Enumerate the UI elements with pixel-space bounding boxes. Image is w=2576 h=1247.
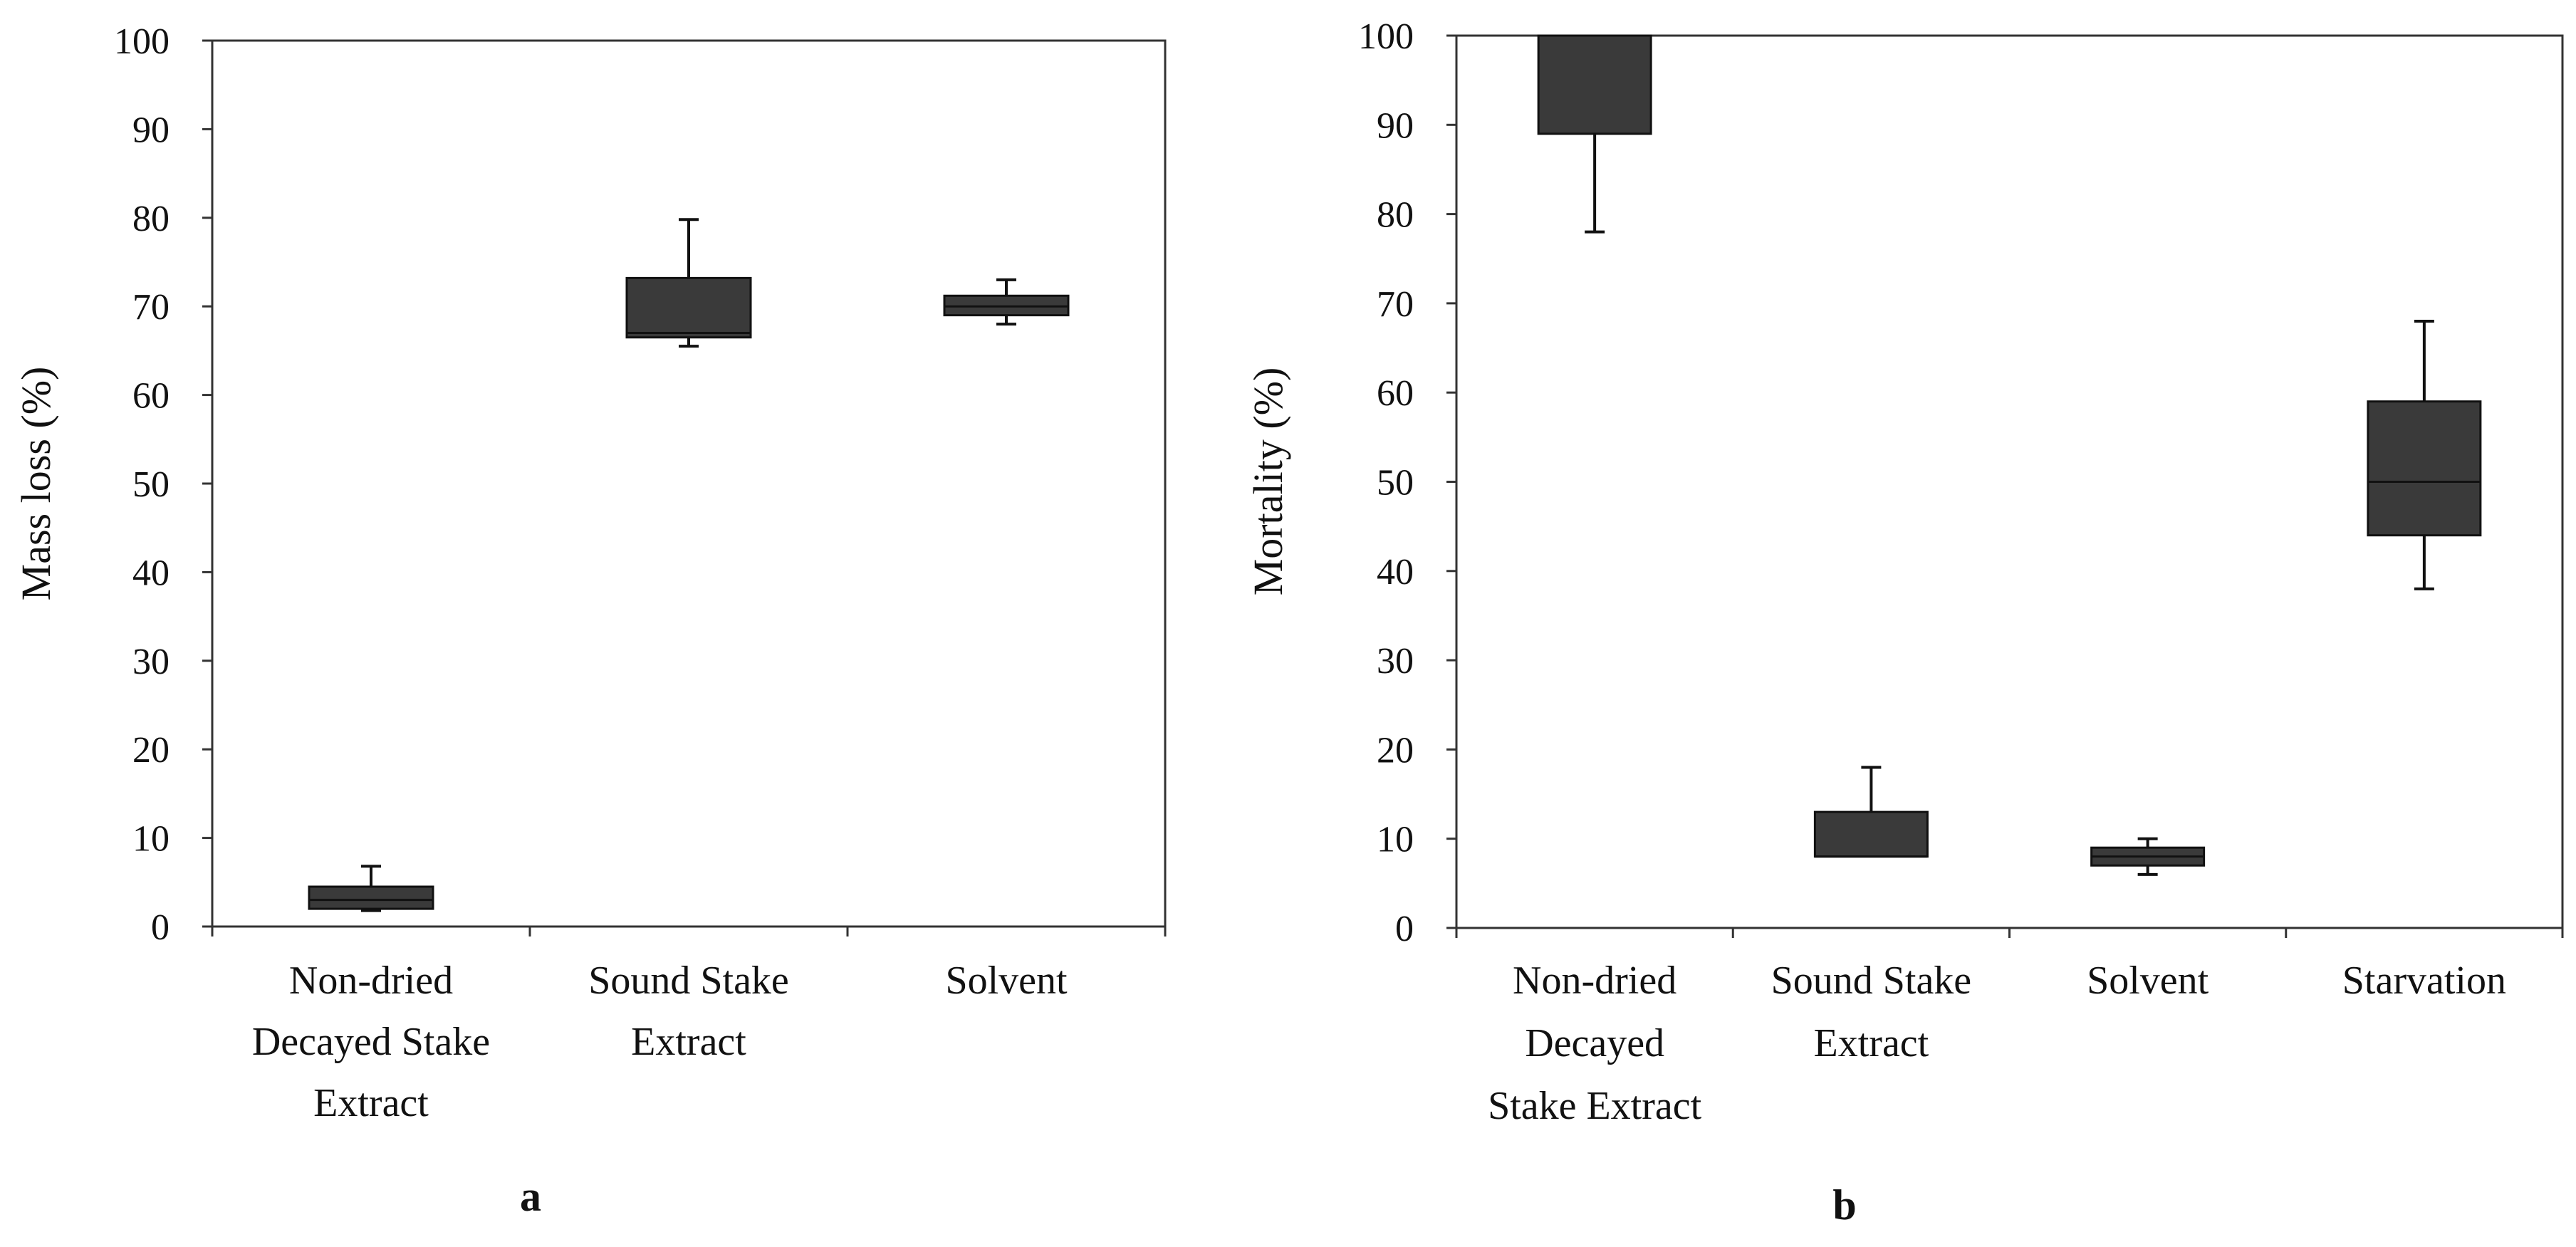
y-tick-label: 20 [132, 730, 170, 771]
y-tick-label: 90 [1377, 105, 1414, 146]
box-1 [1537, 34, 1652, 234]
y-tick-label: 60 [132, 376, 170, 417]
y-tick-label: 70 [1377, 284, 1414, 325]
chart-panel-a: 0 10 20 30 40 50 60 70 80 90 100 Non-dried Decayed … [13, 21, 1167, 1220]
y-tick-label: 40 [132, 553, 170, 593]
y-tick-label: 70 [132, 287, 170, 328]
x-category-label: Decayed [1525, 1021, 1664, 1065]
x-category-label: Extract [1814, 1021, 1929, 1065]
y-tick-label: 100 [114, 21, 170, 62]
panel-label-a: a [520, 1173, 541, 1220]
y-axis-a: 0 10 20 30 40 50 60 70 80 90 100 [114, 21, 212, 948]
y-tick-label: 60 [1377, 373, 1414, 414]
x-category-label: Stake Extract [1488, 1084, 1702, 1128]
plot-frame-a [211, 39, 1167, 928]
x-category-label: Non-dried [1513, 959, 1677, 1003]
box-1 [308, 865, 434, 912]
chart-panel-b: 0 10 20 30 40 50 60 70 80 90 100 Non-dried Decayed S… [1245, 16, 2564, 1228]
x-category-label: Extract [631, 1020, 746, 1064]
boxes-b [1537, 34, 2482, 876]
box-3 [943, 278, 1070, 326]
y-tick-label: 0 [151, 907, 170, 948]
y-axis-b: 0 10 20 30 40 50 60 70 80 90 100 [1358, 16, 1456, 949]
x-category-label: Sound Stake [588, 959, 789, 1003]
x-category-label: Solvent [945, 959, 1068, 1003]
y-tick-label: 30 [132, 642, 170, 682]
x-axis-a: Non-dried Decayed Stake Extract Sound Stake… [211, 927, 1167, 1125]
y-tick-label: 10 [132, 819, 170, 860]
x-category-label: Decayed Stake [252, 1020, 490, 1064]
y-tick-label: 100 [1358, 16, 1414, 57]
box-2 [1813, 766, 1929, 858]
y-tick-label: 90 [132, 110, 170, 150]
x-axis-b: Non-dried Decayed Stake Extract Sound Stake… [1455, 928, 2564, 1128]
box-body [625, 276, 752, 339]
y-tick-label: 80 [132, 199, 170, 239]
box-body [1537, 34, 1652, 135]
y-axis-label-b: Mortality (%) [1245, 367, 1291, 596]
y-tick-label: 40 [1377, 552, 1414, 593]
x-category-label: Solvent [2087, 959, 2209, 1003]
panel-label-b: b [1832, 1181, 1856, 1228]
y-tick-label: 20 [1377, 730, 1414, 771]
y-tick-label: 50 [132, 464, 170, 505]
box-body [1813, 810, 1929, 858]
box-2 [625, 218, 752, 348]
y-tick-label: 50 [1377, 463, 1414, 504]
box-3 [2090, 837, 2206, 876]
box-body [2367, 400, 2482, 537]
x-category-label: Non-dried [289, 959, 453, 1003]
x-category-label: Sound Stake [1771, 959, 1972, 1003]
boxes-a [308, 218, 1070, 912]
y-axis-label-a: Mass loss (%) [13, 367, 59, 601]
y-tick-label: 10 [1377, 820, 1414, 860]
y-tick-label: 30 [1377, 641, 1414, 682]
box-4 [2367, 319, 2482, 590]
y-tick-label: 80 [1377, 195, 1414, 236]
y-tick-label: 0 [1395, 909, 1414, 949]
box-body [308, 885, 434, 910]
x-category-label: Extract [313, 1081, 429, 1125]
x-category-label: Starvation [2342, 959, 2506, 1003]
